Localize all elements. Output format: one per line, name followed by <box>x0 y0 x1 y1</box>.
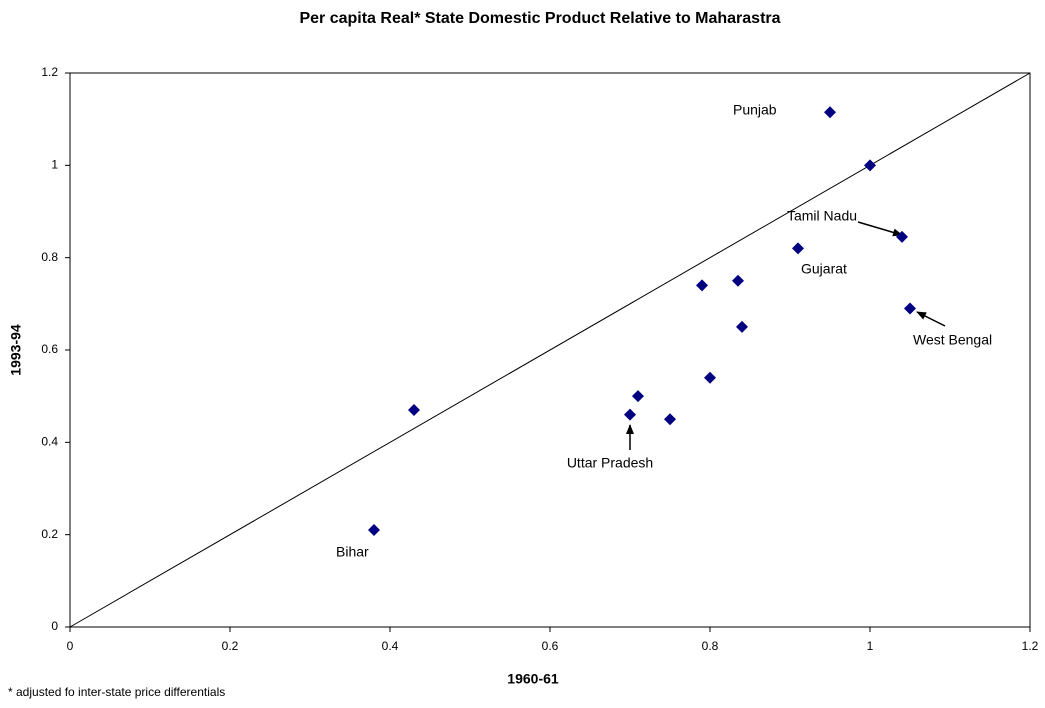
y-tick-label: 0 <box>51 619 58 633</box>
x-tick-label: 1.2 <box>1022 639 1039 653</box>
point <box>704 371 716 384</box>
y-tick-label: 0.4 <box>41 435 58 449</box>
point <box>696 279 708 292</box>
annotation: Gujarat <box>801 261 847 277</box>
y-tick-label: 1 <box>51 158 58 172</box>
annotation: Bihar <box>336 544 369 560</box>
point <box>896 230 908 243</box>
point <box>624 408 636 421</box>
x-tick-label: 0.6 <box>542 639 559 653</box>
point <box>368 524 380 537</box>
y-tick-label: 0.2 <box>41 527 58 541</box>
y-axis-title: 1993-94 <box>8 324 24 376</box>
point <box>824 106 836 119</box>
point <box>792 242 804 255</box>
point <box>408 404 420 417</box>
point <box>664 413 676 426</box>
x-tick-label: 1 <box>867 639 874 653</box>
x-tick-label: 0.4 <box>382 639 399 653</box>
x-tick-label: 0 <box>67 639 74 653</box>
point <box>632 390 644 403</box>
y-tick-label: 0.8 <box>41 250 58 264</box>
x-tick-label: 0.2 <box>222 639 239 653</box>
x-tick-label: 0.8 <box>702 639 719 653</box>
point <box>736 320 748 333</box>
annotation: Uttar Pradesh <box>567 455 653 471</box>
diagonal-line <box>69 72 1031 628</box>
annotation: Punjab <box>733 102 777 118</box>
point <box>732 274 744 287</box>
y-tick-label: 0.6 <box>41 342 58 356</box>
chart-title: Per capita Real* State Domestic Product … <box>299 10 780 27</box>
arrow <box>857 221 903 237</box>
y-tick-label: 1.2 <box>41 65 58 79</box>
point <box>904 302 916 315</box>
footnote: * adjusted fo inter-state price differen… <box>8 685 225 699</box>
arrow <box>916 311 946 327</box>
point <box>864 159 876 172</box>
annotation: Tamil Nadu <box>787 208 857 224</box>
x-axis-title: 1960-61 <box>507 671 559 687</box>
annotation: West Bengal <box>913 332 992 348</box>
